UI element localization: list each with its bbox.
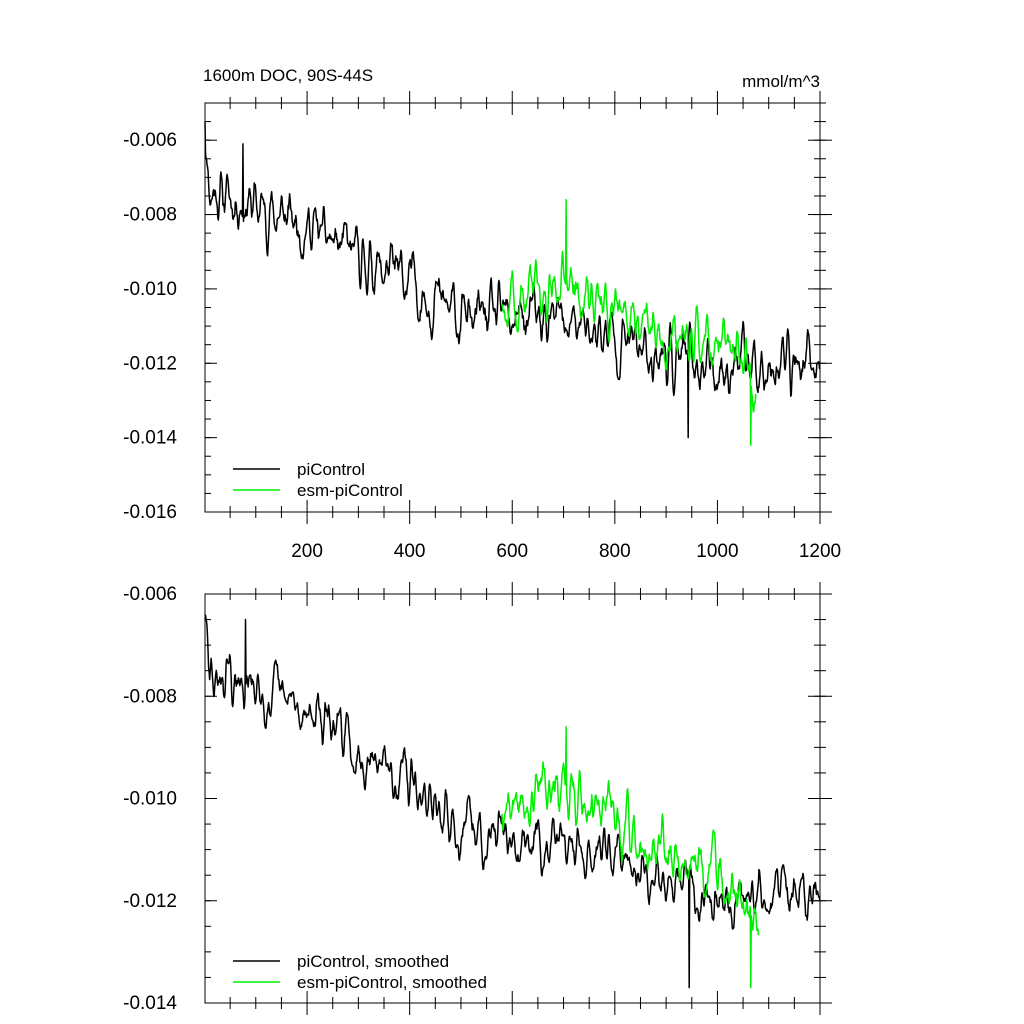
top-units-label: mmol/m^3 (742, 72, 820, 91)
series-line-picontrol (204, 121, 821, 439)
series-line-esm-picontrol-smoothed (501, 726, 760, 989)
bottom-legend: piControl, smoothed esm-piControl, smoot… (233, 952, 487, 992)
bottom-panel: -0.014 -0.012 -0.010 -0.008 -0.006 piControl… (123, 582, 832, 1015)
y-tick-label: -0.008 (123, 686, 177, 707)
top-legend-label-esm-picontrol: esm-piControl (297, 481, 403, 500)
x-tick-label: 200 (291, 541, 323, 562)
top-chart-title: 1600m DOC, 90S-44S (203, 66, 373, 85)
y-tick-label: -0.006 (123, 130, 177, 151)
bottom-y-tick-labels: -0.014 -0.012 -0.010 -0.008 -0.006 (123, 584, 177, 1014)
bottom-series-group (204, 614, 821, 989)
top-legend: piControl esm-piControl (233, 460, 403, 500)
y-tick-label: -0.014 (123, 428, 177, 449)
x-tick-label: 1000 (696, 541, 738, 562)
top-y-tick-labels: -0.016 -0.014 -0.012 -0.010 -0.008 -0.006 (123, 130, 177, 523)
y-tick-label: -0.014 (123, 993, 177, 1014)
y-tick-label: -0.012 (123, 353, 177, 374)
bottom-plot-frame (204, 593, 821, 1004)
x-tick-label: 1200 (799, 541, 841, 562)
x-tick-label: 400 (394, 541, 426, 562)
y-tick-label: -0.010 (123, 279, 177, 300)
y-tick-label: -0.010 (123, 789, 177, 810)
top-x-tick-labels: 200 400 600 800 1000 1200 (291, 541, 841, 562)
series-line-picontrol-smoothed (204, 614, 821, 989)
top-plot-frame (204, 102, 821, 513)
bottom-ticks-group (205, 582, 832, 1015)
bottom-legend-label-esm-picontrol-smoothed: esm-piControl, smoothed (297, 973, 487, 992)
bottom-legend-label-picontrol-smoothed: piControl, smoothed (297, 952, 449, 971)
series-line-esm-picontrol (501, 198, 757, 446)
x-tick-label: 800 (599, 541, 631, 562)
y-tick-label: -0.008 (123, 205, 177, 226)
top-panel: -0.016 -0.014 -0.012 -0.010 -0.008 -0.006 200… (123, 66, 841, 562)
top-series-group (204, 121, 821, 446)
y-tick-label: -0.012 (123, 891, 177, 912)
top-legend-label-picontrol: piControl (297, 460, 365, 479)
x-tick-label: 600 (496, 541, 528, 562)
y-tick-label: -0.016 (123, 502, 177, 523)
y-tick-label: -0.006 (123, 584, 177, 605)
